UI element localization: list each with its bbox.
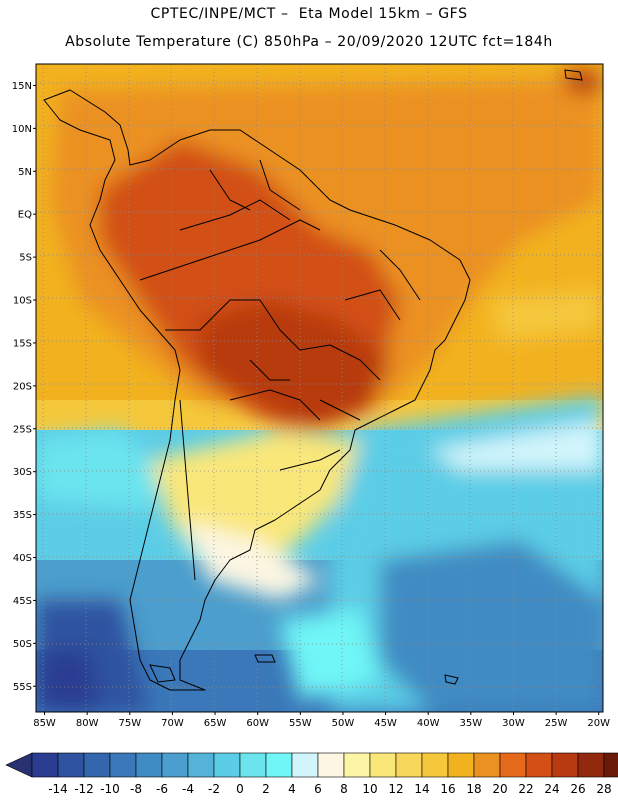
- colorbar-swatch: [473, 752, 501, 778]
- colorbar-lower-arrow: [5, 752, 33, 778]
- colorbar-label: 24: [544, 782, 559, 796]
- colorbar-label: 18: [466, 782, 481, 796]
- lat-label: 30S: [13, 467, 32, 478]
- lon-label: 55W: [289, 718, 312, 729]
- lat-label: 20S: [13, 381, 32, 392]
- lat-label: 5S: [19, 253, 32, 264]
- colorbar-swatch: [239, 752, 267, 778]
- colorbar-label: 26: [570, 782, 585, 796]
- colorbar-label: -4: [182, 782, 194, 796]
- lat-label: 5N: [18, 167, 32, 178]
- colorbar-swatch: [161, 752, 189, 778]
- lat-label: EQ: [18, 210, 32, 221]
- temperature-field: [36, 64, 603, 712]
- lon-label: 75W: [118, 718, 141, 729]
- map-title-line-1: CPTEC/INPE/MCT – Eta Model 15km – GFS: [150, 6, 468, 22]
- colorbar-label: -6: [156, 782, 168, 796]
- colorbar-swatch: [447, 752, 475, 778]
- lon-label: 20W: [587, 718, 610, 729]
- lon-label: 50W: [332, 718, 355, 729]
- lon-label: 85W: [33, 718, 56, 729]
- lat-label: 15S: [13, 338, 32, 349]
- colorbar-label: 12: [388, 782, 403, 796]
- lat-label: 10S: [13, 296, 32, 307]
- colorbar: -14 -12 -10 -8 -6 -4 -2 0 2 4 6 8 10 12 14 16 18 20 22 24 26…: [5, 752, 618, 796]
- lon-label: 80W: [76, 718, 99, 729]
- colorbar-label: -2: [208, 782, 220, 796]
- colorbar-label: 2: [262, 782, 270, 796]
- colorbar-label: 4: [288, 782, 296, 796]
- lat-label: 35S: [13, 510, 32, 521]
- colorbar-label: 22: [518, 782, 533, 796]
- colorbar-swatch: [109, 752, 137, 778]
- islands: [149, 69, 583, 685]
- colorbar-swatch: [421, 752, 449, 778]
- colorbar-swatch: [577, 752, 605, 778]
- lon-label: 45W: [374, 718, 397, 729]
- lat-label: 15N: [12, 81, 32, 92]
- colorbar-swatch: [213, 752, 241, 778]
- lon-label: 25W: [545, 718, 568, 729]
- colorbar-label: -10: [100, 782, 120, 796]
- colorbar-label: -12: [74, 782, 94, 796]
- lat-label: 55S: [13, 682, 32, 693]
- colorbar-label: 8: [340, 782, 348, 796]
- colorbar-label: -8: [130, 782, 142, 796]
- lon-label: 35W: [460, 718, 483, 729]
- colorbar-label: 16: [440, 782, 455, 796]
- colorbar-label: 0: [236, 782, 244, 796]
- colorbar-label: 14: [414, 782, 429, 796]
- colorbar-swatch: [369, 752, 397, 778]
- colorbar-swatch: [135, 752, 163, 778]
- colorbar-swatch: [57, 752, 85, 778]
- lon-label: 70W: [161, 718, 184, 729]
- colorbar-swatch: [603, 752, 618, 778]
- latitude-axis: 15N 10N 5N EQ 5S 10S 15S 20S 25S 30S 35S 40S 45S 50S 5…: [12, 81, 36, 693]
- lat-label: 25S: [13, 424, 32, 435]
- lat-label: 45S: [13, 596, 32, 607]
- colorbar-swatch: [265, 752, 293, 778]
- colorbar-label: 6: [314, 782, 322, 796]
- colorbar-swatch: [31, 752, 59, 778]
- colorbar-swatch: [499, 752, 527, 778]
- lon-label: 40W: [417, 718, 440, 729]
- colorbar-swatch: [317, 752, 345, 778]
- lat-label: 40S: [13, 553, 32, 564]
- map-frame: [35, 63, 604, 713]
- lat-label: 10N: [12, 124, 32, 135]
- lat-label: 50S: [13, 639, 32, 650]
- lon-label: 65W: [204, 718, 227, 729]
- colorbar-label: -14: [48, 782, 68, 796]
- colorbar-swatch: [343, 752, 371, 778]
- map-title-line-2: Absolute Temperature (C) 850hPa – 20/09/…: [65, 34, 553, 50]
- lon-label: 30W: [502, 718, 525, 729]
- colorbar-label: 20: [492, 782, 507, 796]
- colorbar-swatch: [395, 752, 423, 778]
- colorbar-label: 10: [362, 782, 377, 796]
- graticule: [36, 64, 603, 712]
- colorbar-swatch: [291, 752, 319, 778]
- colorbar-swatch: [551, 752, 579, 778]
- colorbar-swatch: [187, 752, 215, 778]
- longitude-axis: 85W 80W 75W 70W 65W 60W 55W 50W 45W 40W 35W 30W 25W 2…: [33, 712, 610, 729]
- colorbar-label: 28: [596, 782, 611, 796]
- lon-label: 60W: [246, 718, 269, 729]
- colorbar-swatch: [525, 752, 553, 778]
- colorbar-swatch: [83, 752, 111, 778]
- coastlines: [43, 89, 471, 691]
